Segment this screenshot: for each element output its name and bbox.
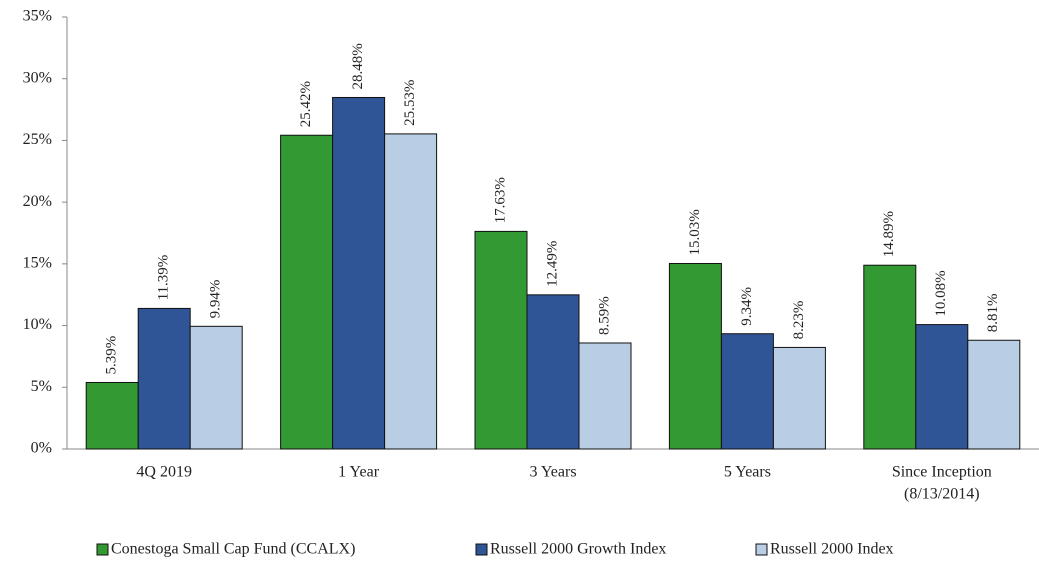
- value-label: 10.08%: [933, 270, 949, 316]
- value-label: 12.49%: [544, 241, 560, 287]
- bar: [526, 294, 580, 450]
- value-label: 9.94%: [208, 280, 224, 319]
- value-label: 25.42%: [298, 81, 314, 127]
- legend-label: Russell 2000 Index: [770, 541, 894, 558]
- y-tick-label: 30%: [23, 69, 52, 86]
- bar: [915, 324, 969, 450]
- value-label: 8.81%: [985, 294, 1001, 333]
- bar: [863, 264, 917, 450]
- value-label: 11.39%: [156, 255, 172, 301]
- y-tick-label: 5%: [31, 378, 52, 395]
- x-tick-label: 3 Years: [529, 464, 576, 481]
- bar: [720, 333, 774, 450]
- legend-swatch: [755, 543, 768, 556]
- bar: [280, 134, 334, 450]
- bar: [772, 346, 826, 450]
- bar: [668, 262, 722, 450]
- value-label: 5.39%: [104, 336, 120, 375]
- legend-swatch: [96, 543, 109, 556]
- x-tick-label: 5 Years: [724, 464, 771, 481]
- bar: [189, 325, 243, 450]
- bar: [967, 339, 1021, 450]
- value-label: 9.34%: [739, 287, 755, 326]
- value-label: 8.59%: [596, 296, 612, 335]
- bar: [85, 381, 139, 450]
- x-tick-label: 1 Year: [338, 464, 380, 481]
- y-tick-label: 20%: [23, 193, 52, 210]
- bar: [474, 230, 528, 450]
- value-label: 14.89%: [881, 211, 897, 257]
- legend-swatch: [475, 543, 488, 556]
- y-tick-label: 15%: [23, 255, 52, 272]
- bar: [137, 307, 191, 450]
- x-tick-label: 4Q 2019: [136, 464, 192, 481]
- value-label: 17.63%: [492, 177, 508, 223]
- bar: [332, 96, 386, 450]
- value-label: 8.23%: [791, 301, 807, 340]
- y-tick-label: 10%: [23, 316, 52, 333]
- legend-label: Conestoga Small Cap Fund (CCALX): [111, 541, 355, 558]
- value-label: 25.53%: [402, 80, 418, 126]
- value-label: 28.48%: [350, 43, 366, 89]
- y-tick-label: 0%: [31, 440, 52, 457]
- value-label: 15.03%: [687, 209, 703, 255]
- x-tick-label: Since Inception: [892, 464, 992, 481]
- y-tick-label: 25%: [23, 131, 52, 148]
- bar: [384, 133, 438, 450]
- y-tick-label: 35%: [23, 8, 52, 25]
- legend-label: Russell 2000 Growth Index: [490, 541, 666, 558]
- x-tick-label: (8/13/2014): [904, 486, 980, 503]
- bar: [578, 342, 632, 450]
